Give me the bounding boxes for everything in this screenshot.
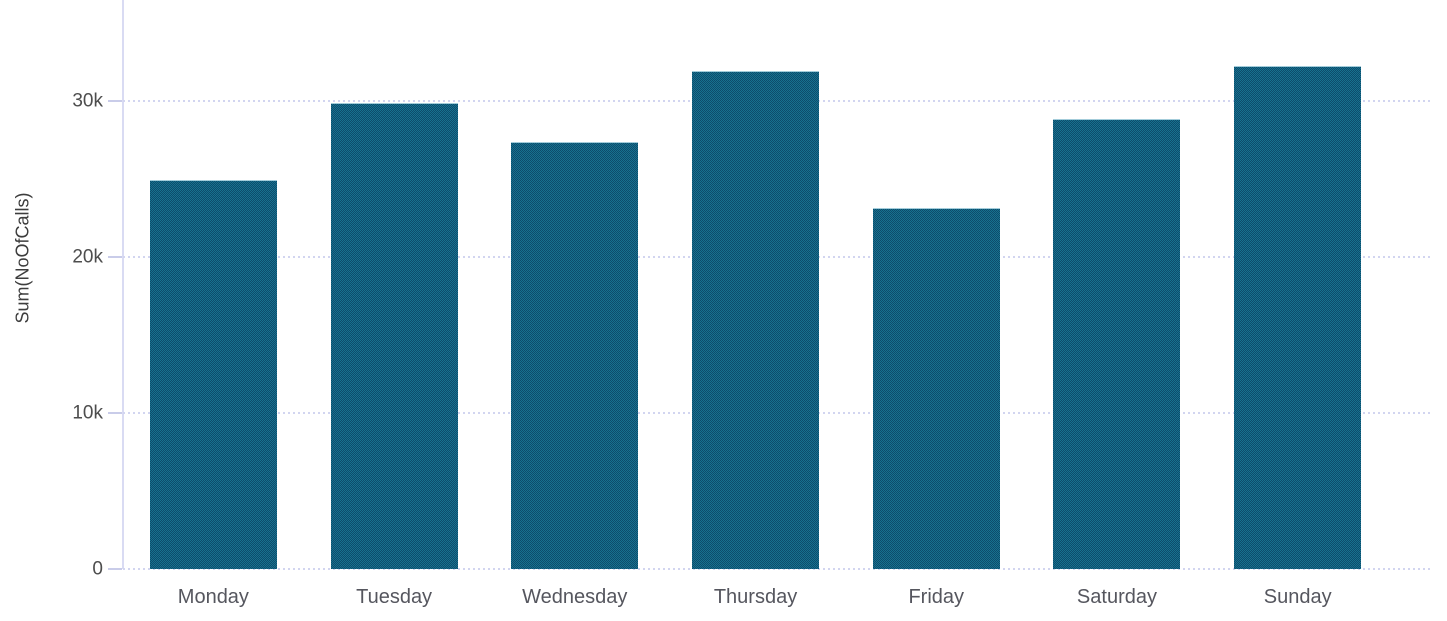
bar-tuesday[interactable] xyxy=(330,102,458,569)
gridline-0 xyxy=(123,568,1431,570)
x-label-wednesday[interactable]: Wednesday xyxy=(522,586,628,608)
y-tick-mark-20k xyxy=(108,256,122,258)
bar-slot-saturday xyxy=(1027,0,1208,569)
x-label-saturday[interactable]: Saturday xyxy=(1076,586,1157,608)
bar-friday[interactable] xyxy=(872,207,1000,569)
bar-slot-tuesday xyxy=(304,0,485,569)
bar-sunday[interactable] xyxy=(1234,65,1362,569)
y-tick-mark-0 xyxy=(108,568,122,570)
bar-wednesday[interactable] xyxy=(511,141,639,569)
bar-thursday[interactable] xyxy=(692,71,820,569)
y-tick-mark-30k xyxy=(108,100,122,102)
bar-slot-sunday xyxy=(1207,0,1388,569)
x-label-monday[interactable]: Monday xyxy=(177,586,249,608)
y-tick-label-10k: 10k xyxy=(72,402,103,424)
x-label-tuesday[interactable]: Tuesday xyxy=(356,586,433,608)
y-tick-mark-10k xyxy=(108,412,122,414)
bar-slot-wednesday xyxy=(484,0,665,569)
x-label-thursday[interactable]: Thursday xyxy=(713,586,798,608)
bar-saturday[interactable] xyxy=(1053,118,1181,569)
x-label-friday[interactable]: Friday xyxy=(908,586,965,608)
y-tick-label-0: 0 xyxy=(92,558,103,580)
x-label-sunday[interactable]: Sunday xyxy=(1263,586,1332,608)
bar-slot-monday xyxy=(123,0,304,569)
plot-area xyxy=(123,0,1388,569)
bar-slot-thursday xyxy=(665,0,846,569)
bar-monday[interactable] xyxy=(149,179,277,569)
y-axis-line xyxy=(122,0,124,569)
y-tick-label-20k: 20k xyxy=(72,246,103,268)
bar-slot-friday xyxy=(846,0,1027,569)
y-tick-label-30k: 30k xyxy=(72,90,103,112)
x-axis-labels: Monday Tuesday Wednesday Thursday Friday Satu… xyxy=(123,586,1388,609)
